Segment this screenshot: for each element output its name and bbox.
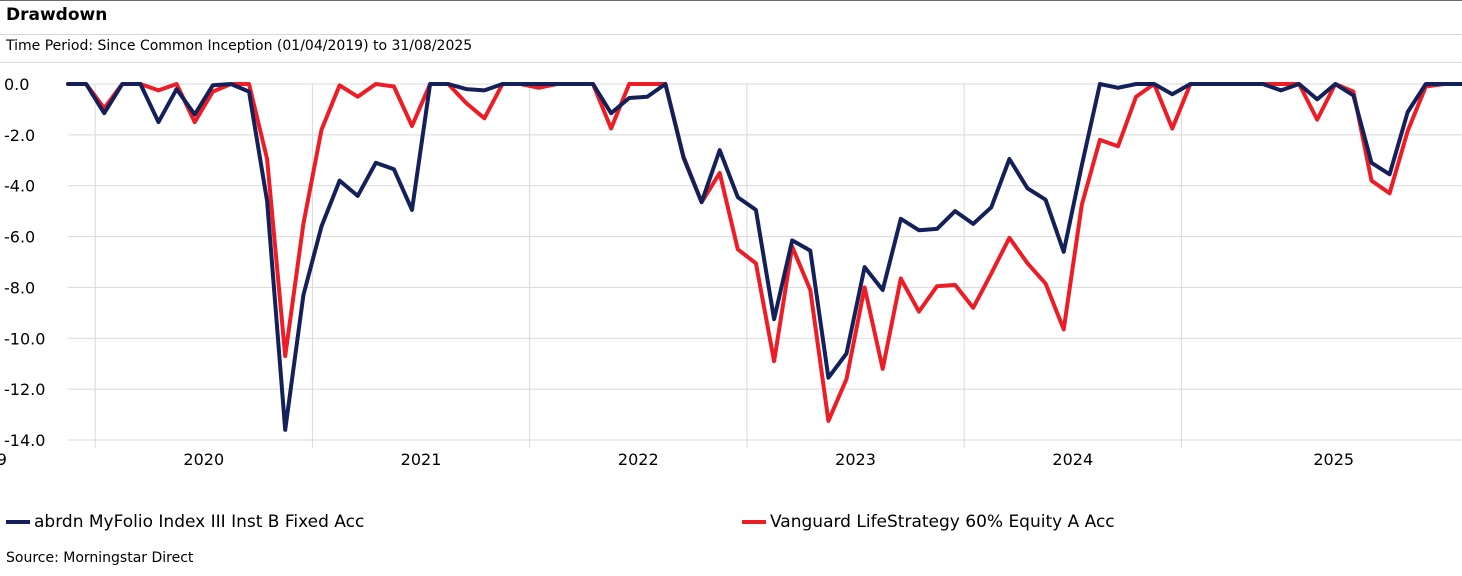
y-tick-label: 0.0 [4,75,29,94]
y-tick-label: -4.0 [4,177,35,196]
series-line-abrdn [66,82,1462,432]
y-tick-label: -8.0 [4,278,35,297]
legend-swatch-vanguard [742,520,766,524]
subtitle-divider [0,62,1462,63]
top-rule [0,0,1462,1]
y-tick-label: -14.0 [4,431,45,450]
title-divider [0,34,1462,35]
y-tick-label: -6.0 [4,228,35,247]
x-axis: 2019 2020 2021 2022 2023 2024 2025 [0,439,1462,469]
x-tick-label: 2025 [1313,450,1354,469]
drawdown-line-chart: 0.0-2.0-4.0-6.0-8.0-10.0-12.0-14.0 20192… [0,75,1462,469]
chart-gridlines [68,83,1462,448]
x-tick-label: 2022 [618,450,659,469]
legend-item-vanguard: Vanguard LifeStrategy 60% Equity A Acc [742,512,1115,532]
chart-title: Drawdown [6,5,108,25]
legend-label-vanguard: Vanguard LifeStrategy 60% Equity A Acc [770,512,1115,532]
y-tick-label: -2.0 [4,126,35,145]
x-tick-label: 2020 [183,450,224,469]
chart-series [66,82,1462,432]
legend-label-abrdn: abrdn MyFolio Index III Inst B Fixed Acc [34,512,365,532]
time-period-subtitle: Time Period: Since Common Inception (01/… [6,38,473,54]
x-tick-label: 2024 [1052,450,1093,469]
x-tick-label: 2023 [835,450,876,469]
x-tick-label: 2019 [0,450,7,469]
legend-item-abrdn: abrdn MyFolio Index III Inst B Fixed Acc [6,512,364,532]
y-tick-label: -12.0 [4,380,45,399]
legend-swatch-abrdn [6,520,30,524]
y-tick-label: -10.0 [4,329,45,348]
source-note: Source: Morningstar Direct [6,550,194,566]
x-tick-label: 2021 [401,450,442,469]
y-axis: 0.0 -2.0 -4.0 -6.0 -8.0 -10.0 -12.0 -14.0 [4,75,45,450]
